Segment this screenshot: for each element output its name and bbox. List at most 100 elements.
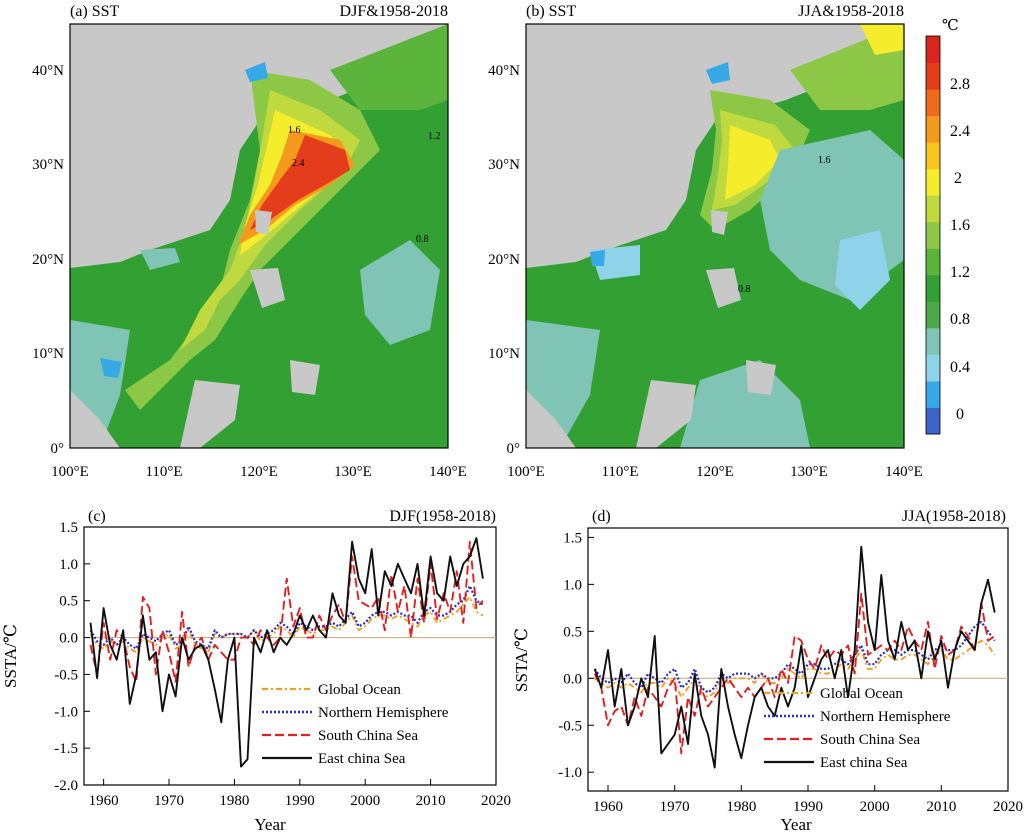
colorbar-swatches — [926, 36, 940, 435]
chart-c-xtick-label: 1980 — [219, 793, 249, 809]
map-b-lat-ticks: 0° 10°N 20°N 30°N 40°N — [488, 63, 520, 457]
chart-d-plot: 1960 1970 1980 1990 2000 2010 2020 -1.0 -0.5 0.0 0… — [558, 530, 1023, 815]
map-a-lat-ticks: 0° 10°N 20°N 30°N 40°N — [32, 63, 64, 457]
chart-c-plot: 1960 1970 1980 1990 2000 2010 2020 -2.0 -1.5 -1.0… — [54, 520, 511, 809]
map-b-lon-100: 100°E — [507, 464, 545, 480]
chart-c-xtick-label: 1960 — [89, 793, 119, 809]
chart-d-ylabel: SSTA/℃ — [512, 628, 531, 692]
chart-c-xtick-label: 2010 — [416, 793, 446, 809]
chart-c-xlabel: Year — [254, 815, 286, 834]
colorbar-swatch — [926, 274, 940, 302]
chart-d-xtick-label: 2020 — [993, 799, 1023, 815]
map-b-lat-30: 30°N — [488, 157, 520, 173]
colorbar-swatch — [926, 36, 940, 64]
chart-d-ytick-label: 0.0 — [563, 671, 582, 687]
chart-c-series-scs — [89, 540, 484, 683]
colorbar-label-0-4: 0.4 — [950, 359, 970, 376]
chart-d-legend-scs: South China Sea — [820, 732, 920, 748]
chart-d-series-global — [594, 639, 996, 699]
map-b-lat-40: 40°N — [488, 63, 520, 79]
chart-c-legend-nh: Northern Hemisphere — [318, 705, 449, 721]
chart-c-ytick-label: -1.0 — [54, 704, 78, 720]
map-a-lat-0: 0° — [51, 441, 65, 457]
chart-d-xlabel: Year — [780, 815, 812, 834]
map-b-contour-label-2: 0.8 — [738, 284, 751, 295]
map-a-lat-40: 40°N — [32, 63, 64, 79]
chart-d-panel-label: (d) — [592, 508, 611, 525]
chart-d-legend-nh: Northern Hemisphere — [820, 709, 951, 725]
colorbar-label-0-8: 0.8 — [950, 311, 970, 328]
colorbar-label-1-6: 1.6 — [950, 217, 970, 234]
map-a-contour-label-3: 1.2 — [428, 131, 441, 142]
map-a-lon-100: 100°E — [51, 464, 89, 480]
chart-c-legend-ecs: East china Sea — [318, 751, 406, 767]
chart-d-ytick-label: 1.0 — [563, 577, 582, 593]
map-b-lon-140: 140°E — [885, 464, 923, 480]
map-b-field — [526, 24, 904, 448]
chart-d-legend-global: Global Ocean — [820, 686, 903, 702]
map-a-lat-20: 20°N — [32, 252, 64, 268]
map-a-lon-140: 140°E — [429, 464, 467, 480]
chart-c-panel-label: (c) — [88, 508, 106, 525]
colorbar: ℃ 2.8 2.4 2 1.6 1.2 0.8 0.4 0 — [925, 18, 970, 435]
map-a-contour-label-2: 2.4 — [292, 158, 305, 169]
chart-c-title: DJF(1958-2018) — [389, 508, 496, 525]
chart-c-series-ecs — [89, 537, 484, 768]
colorbar-swatch — [926, 142, 940, 170]
map-a-lon-110: 110°E — [145, 464, 182, 480]
chart-c-ytick-label: 0.5 — [59, 594, 78, 610]
map-b-lon-ticks: 100°E 110°E 120°E 130°E 140°E — [507, 464, 923, 480]
chart-d-xtick-label: 2000 — [860, 799, 890, 815]
chart-c-series-global — [89, 596, 484, 654]
chart-c-ytick-label: -1.5 — [54, 741, 78, 757]
colorbar-label-0: 0 — [956, 406, 964, 423]
map-b-lon-130: 130°E — [790, 464, 828, 480]
chart-c-xtick-label: 1990 — [285, 793, 315, 809]
chart-d-xtick-label: 1990 — [793, 799, 823, 815]
colorbar-swatch — [926, 407, 940, 435]
chart-c-ytick-label: 1.5 — [59, 520, 78, 536]
chart-d-xtick-label: 1960 — [593, 799, 623, 815]
chart-d-ytick-label: 1.5 — [563, 530, 582, 546]
chart-c: (c) DJF(1958-2018) Year SSTA/℃ 1960 1970 1… — [1, 508, 511, 834]
colorbar-unit: ℃ — [942, 18, 959, 34]
colorbar-swatch — [926, 221, 940, 249]
colorbar-labels: 2.8 2.4 2 1.6 1.2 0.8 0.4 0 — [950, 76, 970, 423]
map-b-lon-120: 120°E — [696, 464, 734, 480]
chart-d: (d) JJA(1958-2018) Year SSTA/℃ 1960 1970 1… — [512, 508, 1023, 834]
chart-c-ytick-label: -2.0 — [54, 778, 78, 794]
map-panel-a: (a) SST DJF&1958-2018 1.6 2.4 1.2 0.8 0°… — [32, 3, 467, 480]
map-b-lat-20: 20°N — [488, 252, 520, 268]
map-a-lon-ticks: 100°E 110°E 120°E 130°E 140°E — [51, 464, 467, 480]
chart-c-ytick-label: 0.0 — [59, 631, 78, 647]
chart-d-ytick-label: -0.5 — [558, 718, 582, 734]
chart-c-legend-global: Global Ocean — [318, 682, 401, 698]
map-b-lat-0: 0° — [507, 441, 521, 457]
colorbar-swatch — [926, 62, 940, 90]
chart-d-series-scs — [593, 592, 996, 755]
chart-d-legend: Global Ocean Northern Hemisphere South C… — [764, 686, 951, 771]
chart-c-xtick-label: 2020 — [481, 793, 511, 809]
colorbar-swatch — [926, 354, 940, 382]
chart-d-ytick-label: 0.5 — [563, 624, 582, 640]
map-a-title: (a) SST — [70, 3, 120, 20]
chart-d-xtick-label: 2010 — [926, 799, 956, 815]
map-b-contour-label-1: 1.6 — [818, 155, 831, 166]
map-a-lon-120: 120°E — [240, 464, 278, 480]
chart-c-series-nh — [89, 584, 484, 650]
map-a-contour-label-1: 1.6 — [288, 125, 301, 136]
colorbar-swatch — [926, 115, 940, 143]
chart-c-xtick-label: 2000 — [350, 793, 380, 809]
map-b-lat-10: 10°N — [488, 346, 520, 362]
chart-d-series-ecs — [593, 545, 996, 769]
map-a-season: DJF&1958-2018 — [340, 3, 448, 20]
map-b-title: (b) SST — [526, 3, 576, 20]
chart-c-ytick-label: -0.5 — [54, 667, 78, 683]
map-a-field — [70, 24, 448, 448]
colorbar-label-1-2: 1.2 — [950, 264, 970, 281]
map-a-contour-label-4: 0.8 — [416, 234, 429, 245]
colorbar-swatch — [926, 301, 940, 329]
colorbar-label-2-8: 2.8 — [950, 76, 970, 93]
colorbar-swatch — [926, 168, 940, 196]
colorbar-swatch — [926, 89, 940, 117]
